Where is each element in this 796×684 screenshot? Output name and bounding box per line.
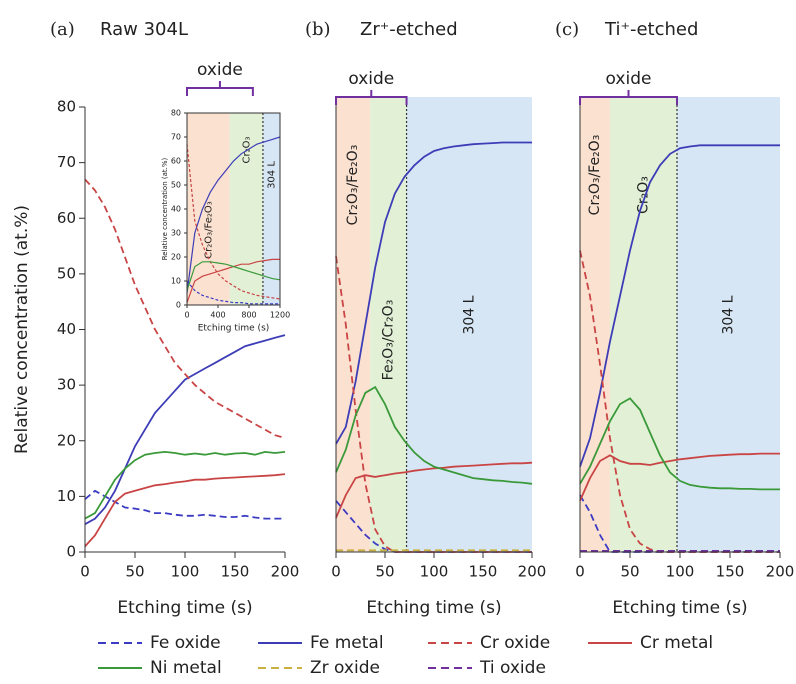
- panel-title: Raw 304L: [100, 19, 188, 40]
- panel-label: (a): [50, 19, 75, 40]
- y-tick-label: 30: [171, 229, 181, 238]
- bracket: [186, 81, 254, 96]
- series-line: [84, 334, 286, 525]
- region: [229, 113, 263, 305]
- x-tick-label: 150: [469, 563, 498, 581]
- x-tick-label: 0: [184, 311, 189, 320]
- series-line: [84, 178, 286, 439]
- panel-title: Ti⁺-etched: [604, 19, 698, 40]
- legend-label: Cr oxide: [480, 633, 550, 653]
- y-tick-label: 10: [171, 277, 181, 286]
- region-label: 304 L: [721, 295, 737, 334]
- x-tick-label: 0: [575, 563, 585, 581]
- y-tick-label: 0: [176, 301, 181, 310]
- region: [677, 97, 780, 552]
- y-tick-label: 0: [66, 543, 76, 561]
- region-label: Cr₂O₃/Fe₂O₃: [203, 201, 214, 259]
- x-tick-label: 100: [171, 563, 200, 581]
- y-tick-label: 20: [57, 431, 76, 449]
- y-tick-label: 40: [171, 205, 181, 214]
- x-axis-label: Etching time (s): [117, 598, 252, 618]
- series-line: [186, 136, 281, 294]
- x-tick-label: 50: [620, 563, 639, 581]
- legend-label: Zr oxide: [310, 658, 380, 678]
- series-line: [186, 144, 281, 300]
- region-label: Cr₂O₃: [636, 176, 652, 214]
- x-tick-label: 150: [221, 563, 250, 581]
- y-tick-label: 50: [57, 264, 76, 282]
- panel-title: Zr⁺-etched: [360, 19, 458, 40]
- panel-label: (b): [305, 19, 331, 40]
- x-tick-label: 200: [518, 563, 547, 581]
- bracket-label: oxide: [348, 69, 394, 89]
- legend-label: Ti oxide: [479, 658, 546, 678]
- series-line: [335, 385, 533, 485]
- region: [610, 97, 677, 552]
- x-tick-label: 100: [666, 563, 695, 581]
- x-tick-label: 150: [716, 563, 745, 581]
- region-label: 304 L: [461, 295, 477, 334]
- region-label: Fe₂O₃/Cr₂O₃: [380, 300, 396, 381]
- y-tick-label: 30: [57, 376, 76, 394]
- series-line: [186, 261, 281, 291]
- region-label: Cr₂O₃/Fe₂O₃: [587, 135, 603, 216]
- series-line: [579, 144, 780, 467]
- x-tick-label: 1200: [270, 311, 290, 320]
- series-line: [186, 280, 280, 305]
- legend-label: Fe oxide: [150, 633, 221, 653]
- x-tick-label: 50: [125, 563, 144, 581]
- x-tick-label: 0: [331, 563, 341, 581]
- y-tick-label: 10: [57, 487, 76, 505]
- y-tick-label: 80: [171, 109, 181, 118]
- series-line: [579, 452, 780, 502]
- y-tick-label: 60: [57, 209, 76, 227]
- bracket-label: oxide: [606, 69, 652, 89]
- y-axis-label: Relative concentration (at.%): [12, 205, 32, 454]
- x-tick-label: 200: [766, 563, 795, 581]
- x-axis-label: Etching time (s): [366, 598, 501, 618]
- y-tick-label: 20: [171, 253, 181, 262]
- y-tick-label: 70: [171, 133, 181, 142]
- bracket: [335, 90, 408, 105]
- series-line: [335, 461, 533, 519]
- y-tick-label: 60: [171, 157, 181, 166]
- region-label: Cr₂O₃/Fe₂O₃: [345, 145, 361, 226]
- series-line: [84, 450, 286, 520]
- x-axis-label: Etching time (s): [612, 598, 747, 618]
- legend-label: Ni metal: [150, 658, 222, 678]
- legend-label: Cr metal: [640, 633, 713, 653]
- x-tick-label: 800: [241, 311, 256, 320]
- x-tick-label: 400: [210, 311, 225, 320]
- series-line: [579, 397, 780, 491]
- series-line: [84, 473, 286, 548]
- y-axis-label: Relative concentration (at.%): [161, 157, 169, 260]
- panel-label: (c): [555, 19, 579, 40]
- y-tick-label: 80: [57, 98, 76, 116]
- series-line: [84, 489, 285, 520]
- x-axis-label: Etching time (s): [198, 324, 270, 334]
- region: [262, 113, 280, 305]
- series-line: [335, 141, 532, 445]
- legend-label: Fe metal: [310, 633, 384, 653]
- y-tick-label: 50: [171, 181, 181, 190]
- x-tick-label: 0: [80, 563, 90, 581]
- x-tick-label: 100: [420, 563, 449, 581]
- y-tick-label: 70: [57, 153, 76, 171]
- x-tick-label: 50: [375, 563, 394, 581]
- bracket-label: oxide: [197, 60, 243, 80]
- y-tick-label: 40: [57, 320, 76, 338]
- x-tick-label: 200: [271, 563, 300, 581]
- bracket: [579, 90, 678, 105]
- series-line: [335, 500, 532, 553]
- region-label: 304 L: [266, 161, 277, 189]
